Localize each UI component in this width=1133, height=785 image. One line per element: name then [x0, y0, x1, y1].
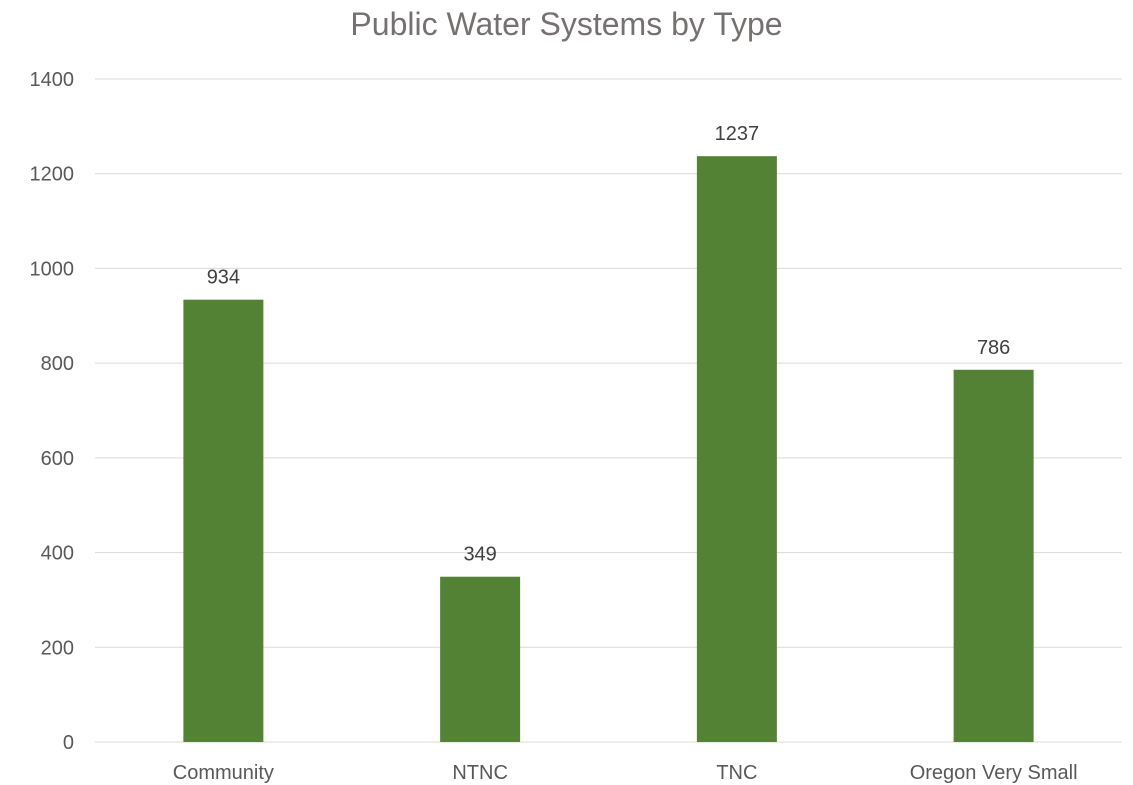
- y-tick-label: 200: [41, 637, 74, 659]
- y-tick-label: 600: [41, 448, 74, 470]
- x-category-label: Oregon Very Small: [910, 762, 1078, 784]
- y-tick-label: 1400: [30, 69, 75, 91]
- bar: [953, 369, 1034, 742]
- y-tick-label: 800: [41, 353, 74, 375]
- y-tick-label: 0: [63, 732, 74, 754]
- bar: [696, 156, 777, 742]
- y-tick-label: 1200: [30, 164, 75, 186]
- data-label: 786: [977, 337, 1010, 359]
- data-label: 349: [463, 544, 496, 566]
- x-category-label: NTNC: [452, 762, 508, 784]
- chart-title: Public Water Systems by Type: [350, 6, 783, 42]
- data-label: 934: [207, 267, 240, 289]
- y-tick-label: 1000: [30, 258, 75, 280]
- y-tick-label: 400: [41, 543, 74, 565]
- x-category-label: TNC: [716, 762, 757, 784]
- x-category-label: Community: [173, 762, 274, 784]
- bar: [440, 576, 521, 742]
- data-label: 1237: [715, 123, 760, 145]
- bar: [183, 299, 264, 742]
